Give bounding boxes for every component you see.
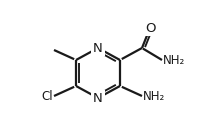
Text: Cl: Cl (41, 89, 53, 102)
Text: O: O (145, 22, 155, 34)
Text: NH₂: NH₂ (163, 53, 185, 66)
Text: N: N (93, 92, 103, 104)
Text: N: N (93, 41, 103, 54)
Text: NH₂: NH₂ (143, 89, 165, 102)
